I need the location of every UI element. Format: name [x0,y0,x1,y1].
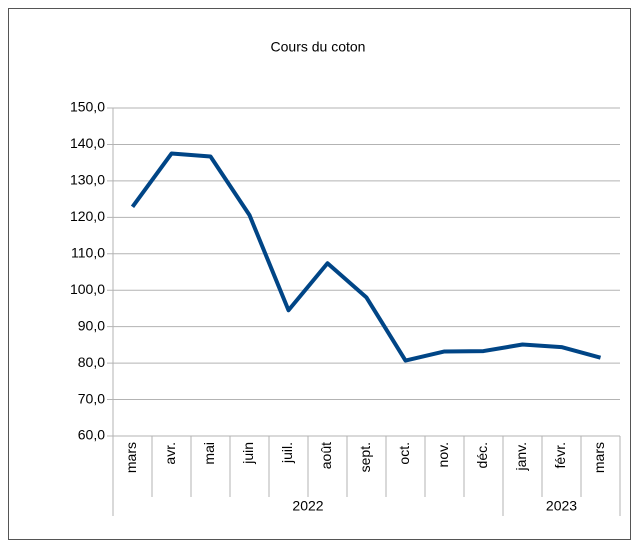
y-tick-label: 60,0 [78,427,105,443]
x-tick-label: févr. [552,442,568,468]
y-tick-label: 110,0 [71,244,105,260]
x-tick-label: avr. [162,442,178,465]
y-tick-label: 100,0 [70,281,105,297]
x-tick-label: déc. [474,442,490,468]
x-tick-label: janv. [513,442,529,472]
x-tick-label: sept. [357,442,373,472]
x-tick-label: mars [123,442,139,473]
x-tick-label: mai [201,442,217,465]
x-tick-label: juil. [279,442,295,464]
y-tick-label: 80,0 [78,354,105,370]
y-tick-label: 120,0 [70,208,105,224]
y-tick-label: 90,0 [78,317,105,333]
x-tick-label: juin [240,442,256,465]
x-tick-label: oct. [396,442,412,465]
x-tick-label: nov. [435,442,451,467]
chart-title: Cours du coton [271,39,366,55]
y-tick-label: 70,0 [78,390,105,406]
y-tick-label: 140,0 [70,135,105,151]
group-label: 2023 [546,498,577,514]
data-line [130,151,602,363]
y-tick-label: 130,0 [70,172,105,188]
x-tick-label: août [318,442,334,469]
y-tick-label: 150,0 [70,99,105,115]
x-tick-label: mars [591,442,607,473]
group-label: 2022 [292,498,323,514]
